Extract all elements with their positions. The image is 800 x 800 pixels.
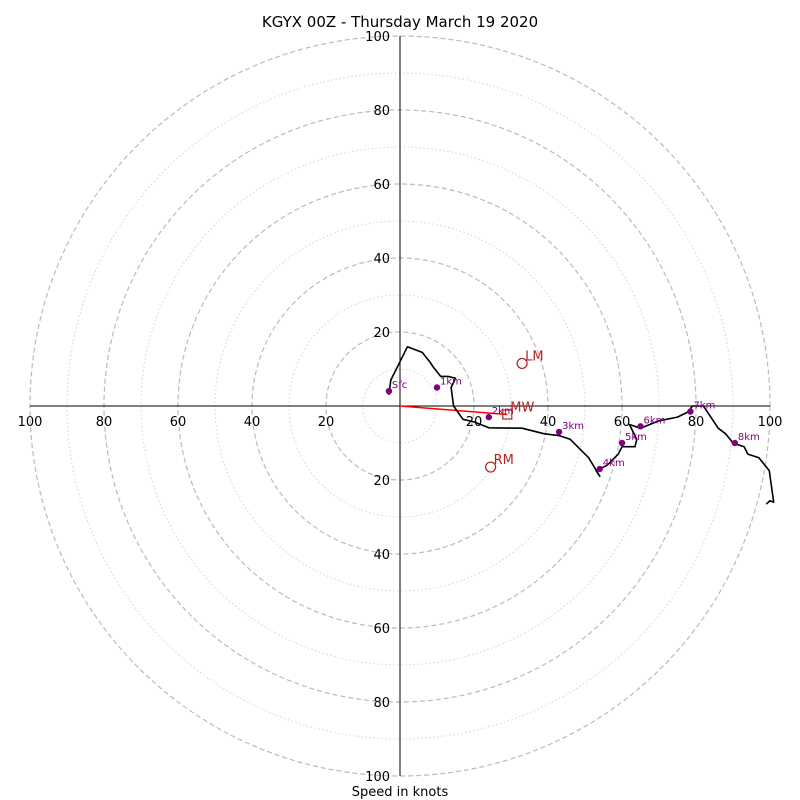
chart-title: KGYX 00Z - Thursday March 19 2020 [262,13,538,31]
y-tick-label: 100 [365,30,390,45]
x-tick-label: 60 [614,415,631,430]
height-marker-point [385,388,393,395]
height-marker-point [555,428,563,436]
height-marker-label: 1km [440,377,462,388]
y-tick-label: 80 [373,696,390,711]
height-marker-point [485,413,492,421]
storm-motion-marker [502,409,513,420]
x-tick-label: 80 [688,415,705,430]
x-tick-label: 80 [96,415,113,430]
storm-motion-label: MW [510,401,534,416]
y-tick-label: 20 [373,474,390,489]
x-tick-label: 100 [758,415,783,430]
storm-motion-marker [516,357,528,370]
y-tick-label: 20 [373,326,390,341]
wind-trace-line [388,345,775,505]
x-tick-label: 40 [540,415,557,430]
height-marker-point [596,465,603,473]
x-tick-label: 60 [170,415,187,430]
storm-motion-label: RM [494,453,514,468]
y-tick-label: 60 [373,622,390,637]
height-marker-point [618,439,626,447]
height-marker-point [731,439,739,447]
y-tick-label: 100 [365,770,390,785]
wind-trace [388,345,775,505]
height-marker-label: 4km [603,458,625,469]
y-tick-label: 60 [373,178,390,193]
height-marker-label: 5km [625,432,647,443]
shear-vector [399,405,508,416]
y-tick-label: 80 [373,104,390,119]
height-marker-point [433,384,441,391]
height-marker-label: 8km [738,432,760,443]
x-tick-label: 40 [244,415,261,430]
y-tick-label: 40 [373,548,390,563]
x-tick-label: 20 [318,415,335,430]
storm-motion-label: LM [525,349,543,364]
height-marker-label: 6km [644,415,666,426]
storm-motions: LM MW RM [485,349,544,473]
tick-labels: 1001008080606040402020202040406060808010… [18,30,783,785]
x-axis-label: Speed in knots [352,785,449,800]
height-marker-label: 3km [562,421,584,432]
x-tick-label: 100 [18,415,43,430]
height-marker-point [687,408,694,415]
shear-vector-line [399,405,508,416]
y-tick-label: 40 [373,252,390,267]
storm-motion-marker [485,461,497,473]
height-marker-label: 7km [693,401,715,412]
height-marker-label: Sfc [392,380,407,391]
height-marker-point [637,423,644,430]
